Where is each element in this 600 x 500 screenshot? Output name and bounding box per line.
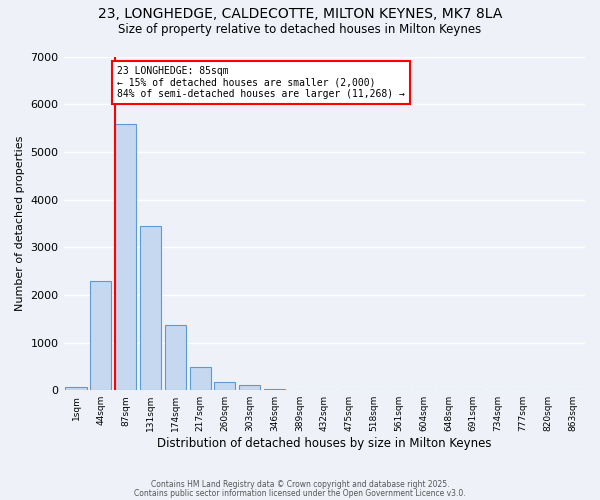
Text: 23, LONGHEDGE, CALDECOTTE, MILTON KEYNES, MK7 8LA: 23, LONGHEDGE, CALDECOTTE, MILTON KEYNES… <box>98 8 502 22</box>
Y-axis label: Number of detached properties: Number of detached properties <box>15 136 25 311</box>
Bar <box>239 386 260 390</box>
Bar <box>115 124 136 390</box>
Text: Contains public sector information licensed under the Open Government Licence v3: Contains public sector information licen… <box>134 488 466 498</box>
X-axis label: Distribution of detached houses by size in Milton Keynes: Distribution of detached houses by size … <box>157 437 491 450</box>
Text: 23 LONGHEDGE: 85sqm
← 15% of detached houses are smaller (2,000)
84% of semi-det: 23 LONGHEDGE: 85sqm ← 15% of detached ho… <box>117 66 405 99</box>
Bar <box>264 389 285 390</box>
Bar <box>140 226 161 390</box>
Bar <box>90 280 112 390</box>
Bar <box>165 326 186 390</box>
Text: Contains HM Land Registry data © Crown copyright and database right 2025.: Contains HM Land Registry data © Crown c… <box>151 480 449 489</box>
Bar <box>65 387 86 390</box>
Bar <box>214 382 235 390</box>
Bar <box>190 368 211 390</box>
Text: Size of property relative to detached houses in Milton Keynes: Size of property relative to detached ho… <box>118 22 482 36</box>
